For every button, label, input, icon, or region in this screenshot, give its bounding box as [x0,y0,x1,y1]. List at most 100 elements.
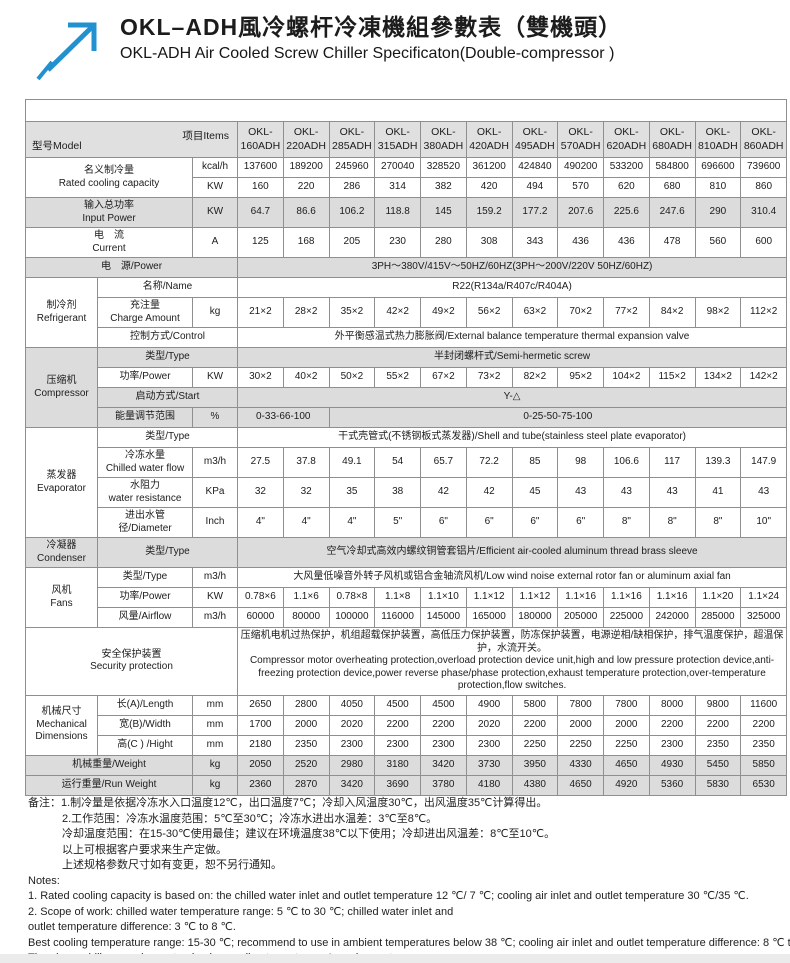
spec-value-cell: 205000 [557,607,604,628]
row-label-start-mode: 启动方式/Start [97,387,238,408]
spec-value-cell: 2050 [237,754,284,776]
row-label-control: 控制方式/Control [97,327,238,348]
spec-value-cell: 230 [374,227,421,258]
spec-value-cell: 2180 [237,734,284,756]
spec-row: 水阻力 water resistance KPa 32 32 35 38 42 42 45 43 43… [26,477,788,508]
spec-row: 电 源/Power 3PH～380V/415V～50HZ/60HZ(3PH～200… [25,257,788,278]
spec-value-cell: 314 [374,177,421,198]
row-label-airflow: 风量/Airflow [97,607,193,628]
model-column-header: OKL- 570ADH [557,121,604,158]
spec-value-cell: 8" [694,507,742,538]
page-footer-strip [0,954,790,963]
table-title: OKL-ADH双机头风冷螺杆冷冻机组参数表 [24,99,788,122]
spec-value-cell: 2650 [237,694,284,716]
spec-value-cell: 2000 [603,714,650,736]
spec-value-cell: 1700 [237,714,284,736]
spec-value-cell: 2020 [328,714,376,736]
spec-value-cell: 1.1×12 [465,587,513,608]
spec-value-cell: 739600 [740,157,788,178]
spec-row: 功率/Power KW 0.78×6 1.1×6 0.78×8 1.1×8 1.1×10 1.… [26,587,788,608]
note-line: Notes: [28,874,60,887]
spec-value-cell: 77×2 [603,297,650,328]
spec-value-cell: 4650 [603,754,650,776]
spec-span-value: Y-△ [236,387,788,408]
spec-value-cell: 7800 [557,694,604,716]
spec-row: 冷凝器 Condenser 类型/Type 空气冷却式高效内螺纹铜管套铝片/Effic… [25,537,788,568]
unit-cell: kg [192,297,238,328]
spec-value-cell: 382 [420,177,467,198]
spec-value-cell: 54 [374,447,421,478]
spec-value-cell: 494 [511,177,559,198]
spec-span-value: 干式壳管式(不锈钢板式蒸发器)/Shell and tube(stainless… [236,427,788,448]
spec-value-cell: 620 [603,177,650,198]
page-header: OKL–ADH風冷螺杆冷凍機組參數表（雙機頭） OKL-ADH Air Cool… [34,12,764,80]
note-line: 2. Scope of work: chilled water temperat… [28,905,454,918]
spec-value-cell: 86.6 [282,197,330,228]
spec-value-cell: 8" [603,507,650,538]
model-header-row: 型号Model 项目Items OKL- 160ADH OKL- 220ADH OKL-… [25,121,788,158]
spec-value-cell: 4500 [420,694,467,716]
spec-value-cell: 6530 [740,774,788,796]
spec-row: 宽(B)/Width mm 1700 2000 2020 2200 2200 2020 2200… [26,714,788,736]
spec-value-cell: 3420 [328,774,376,796]
spec-value-cell: 67×2 [420,367,467,388]
spec-value-cell: 2350 [282,734,330,756]
spec-value-cell: 2350 [740,734,788,756]
spec-row: 制冷剂 Refrigerant 名称/Name R22(R134a/R407c/R40… [25,277,788,348]
spec-value-cell: 73×2 [465,367,513,388]
spec-table: OKL-ADH双机头风冷螺杆冷冻机组参数表 型号Model 项目Items OK… [24,99,788,796]
spec-value-cell: 98 [557,447,604,478]
spec-value-cell: 115×2 [648,367,696,388]
spec-value-cell: 2200 [740,714,788,736]
spec-value-cell: 3180 [374,754,421,776]
row-label-fan-power: 功率/Power [97,587,193,608]
spec-value-cell: 42×2 [374,297,421,328]
note-line: 冷却温度范围：在15-30℃使用最佳；建议在环境温度38℃以下使用；冷却进出风温… [62,828,556,840]
security-protection-text: 压缩机电机过热保护，机组超载保护装置，高低压力保护装置，防冻保护装置，电源逆相/… [236,627,788,696]
spec-value-cell: 137600 [237,157,284,178]
spec-row: 机械重量/Weight kg 2050 2520 2980 3180 3420 3730 395… [25,754,788,776]
spec-value-cell: 3690 [374,774,421,796]
spec-value-cell: 570 [557,177,604,198]
spec-value-cell: 70×2 [557,297,604,328]
spec-value-cell: 49.1 [328,447,376,478]
spec-value-cell: 189200 [282,157,330,178]
group-label-compressor: 压缩机 Compressor [25,347,98,428]
model-column-header: OKL- 680ADH [648,121,696,158]
spec-value-cell: 85 [511,447,559,478]
spec-value-cell: 424840 [511,157,559,178]
spec-value-cell: 56×2 [465,297,513,328]
spec-value-cell: 2350 [694,734,742,756]
spec-value-cell: 328520 [420,157,467,178]
spec-value-cell: 139.3 [694,447,742,478]
spec-value-cell: 28×2 [282,297,330,328]
row-label-length: 长(A)/Length [97,694,193,716]
spec-value-cell: 134×2 [694,367,742,388]
spec-value-cell: 696600 [694,157,742,178]
spec-value-cell: 270040 [374,157,421,178]
unit-cell: KPa [192,477,238,508]
spec-value-cell: 145000 [420,607,467,628]
spec-row: 名义制冷量 Rated cooling capacity kcal/h 137600 1… [25,157,788,198]
spec-value-cell: 4380 [511,774,559,796]
row-label-pipe-diameter: 进出水管径/Diameter [97,507,193,538]
spec-value-cell: 4" [237,507,284,538]
spec-value-cell: 98×2 [694,297,742,328]
spec-value-cell: 2200 [511,714,559,736]
spec-value-cell: 8" [648,507,696,538]
arrow-up-right-icon [36,22,97,80]
spec-value-cell: 2200 [694,714,742,736]
spec-value-cell: 680 [648,177,696,198]
spec-value-cell: 7800 [603,694,650,716]
model-column-header: OKL- 160ADH [237,121,284,158]
spec-value-cell: 286 [328,177,376,198]
spec-value-cell: 2200 [374,714,421,736]
spec-row: 电 流 Current A 125 168 205 230 280 308 343 436 436 47… [25,227,788,258]
corner-model-label: 型号Model [32,139,82,152]
unit-cell: kg [192,774,238,796]
spec-value-cell: 30×2 [237,367,284,388]
spec-value-cell: 2020 [465,714,513,736]
spec-value-cell: 35 [328,477,376,508]
spec-value-cell: 82×2 [511,367,559,388]
spec-row: 进出水管径/Diameter Inch 4" 4" 4" 5" 6" 6" 6" 6" 8" 8" 8"… [26,507,788,538]
